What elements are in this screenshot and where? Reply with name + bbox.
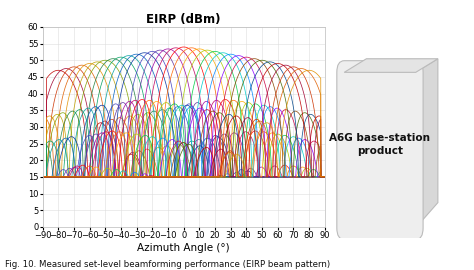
X-axis label: Azimuth Angle (°): Azimuth Angle (°) [137, 243, 230, 253]
Polygon shape [344, 59, 438, 72]
Text: A6G base-station
product: A6G base-station product [329, 133, 430, 156]
Polygon shape [416, 59, 438, 228]
Title: EIRP (dBm): EIRP (dBm) [146, 13, 221, 26]
Text: Fig. 10. Measured set-level beamforming performance (EIRP beam pattern): Fig. 10. Measured set-level beamforming … [5, 260, 330, 269]
FancyBboxPatch shape [337, 61, 423, 239]
